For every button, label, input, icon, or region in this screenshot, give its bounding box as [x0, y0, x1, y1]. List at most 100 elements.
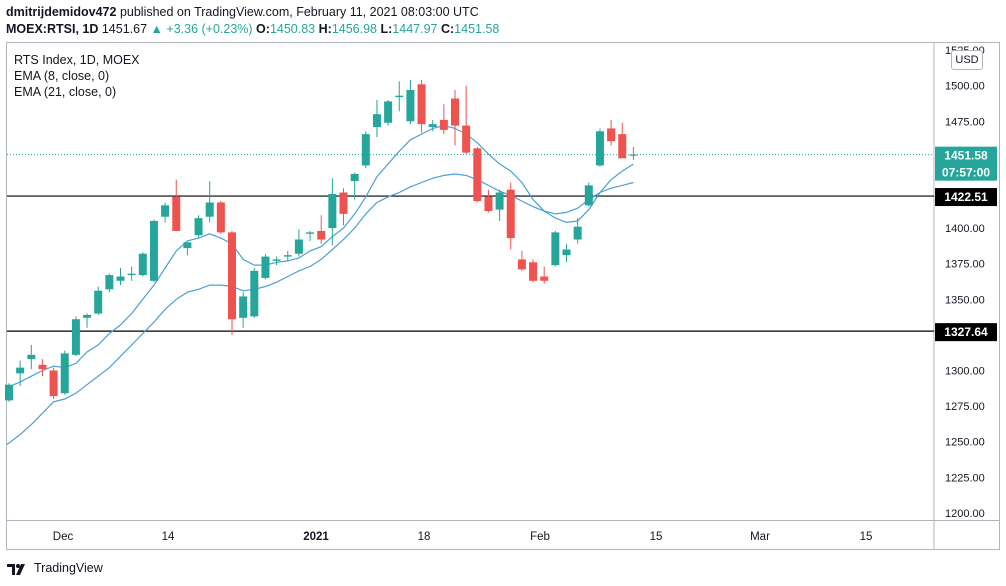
- last-price-value: 1451.67: [101, 22, 148, 36]
- candle-body: [60, 353, 69, 394]
- legend-ema-8[interactable]: EMA (8, close, 0): [14, 69, 110, 83]
- x-tick-label: Dec: [53, 531, 74, 543]
- footer-brand-name[interactable]: TradingView: [34, 561, 103, 575]
- low-value: 1447.97: [392, 22, 438, 36]
- y-tick-label: 1500.00: [945, 81, 985, 93]
- x-tick-label: 14: [162, 531, 175, 543]
- chart-legend: RTS Index, 1D, MOEX EMA (8, close, 0) EM…: [14, 52, 140, 100]
- candle-body: [618, 134, 627, 159]
- candle-body: [272, 259, 281, 261]
- close-value: 1451.58: [454, 22, 500, 36]
- candle-body: [94, 290, 103, 314]
- high-label: H:: [318, 22, 332, 36]
- candle-body: [562, 249, 571, 256]
- y-tick-label: 1350.00: [945, 294, 985, 306]
- publish-header: dmitrijdemidov472 published on TradingVi…: [6, 4, 499, 38]
- candle-body: [540, 276, 549, 281]
- candle-body: [49, 370, 58, 397]
- candle-body: [506, 189, 515, 239]
- candle-body: [5, 384, 13, 401]
- candle-body: [629, 154, 638, 156]
- candle-body: [607, 128, 616, 142]
- y-tick-label: 1400.00: [945, 223, 985, 235]
- x-tick-label: 15: [650, 531, 663, 543]
- chart-frame: [6, 42, 1000, 550]
- candle-body: [573, 226, 582, 240]
- candle-body: [216, 202, 225, 233]
- low-label: L:: [380, 22, 393, 36]
- candle-body: [83, 314, 92, 318]
- last-price-badge: [935, 146, 997, 181]
- level-high-badge-text: 1422.51: [944, 190, 988, 204]
- y-tick-label: 1475.00: [945, 116, 985, 128]
- candle-body: [172, 196, 181, 231]
- candle-body: [105, 275, 114, 290]
- candle-body: [372, 114, 381, 128]
- publish-line: dmitrijdemidov472 published on TradingVi…: [6, 4, 499, 21]
- candle-body: [194, 218, 203, 236]
- candle-body: [283, 255, 292, 257]
- candle-body: [16, 367, 25, 374]
- ema-21-line: [6, 173, 634, 445]
- change-value: +3.36 (+0.23%): [166, 22, 253, 36]
- y-tick-label: 1225.00: [945, 472, 985, 484]
- candle-body: [294, 239, 303, 254]
- last-price-badge-text: 1451.58: [944, 149, 988, 163]
- candle-body: [395, 95, 404, 98]
- candle-body: [250, 270, 259, 317]
- footer-brand: TradingView: [6, 560, 103, 576]
- y-tick-label: 1300.00: [945, 365, 985, 377]
- level-low-badge: [935, 323, 997, 342]
- legend-ema-21[interactable]: EMA (21, close, 0): [14, 85, 117, 99]
- candle-body: [417, 84, 426, 125]
- candle-body: [473, 148, 482, 202]
- candle-body: [317, 230, 326, 240]
- candle-body: [361, 134, 370, 166]
- published-text: published on TradingView.com, February 1…: [119, 5, 479, 19]
- candle-body: [71, 319, 80, 355]
- candle-body: [149, 220, 158, 281]
- ema-8-line: [6, 124, 634, 389]
- candle-body: [350, 173, 359, 182]
- candle-body: [239, 296, 248, 318]
- last-price-badge-text: 07:57:00: [942, 166, 990, 180]
- candle-body: [384, 101, 393, 123]
- candle-body: [161, 205, 170, 217]
- x-tick-label: 2021: [303, 531, 329, 543]
- candle-body: [495, 192, 504, 210]
- candle-body: [183, 242, 192, 249]
- candle-body: [138, 253, 147, 276]
- candle-body: [38, 364, 47, 370]
- level-low-badge-text: 1327.64: [944, 325, 988, 339]
- y-tick-label: 1250.00: [945, 437, 985, 449]
- close-label: C:: [440, 22, 455, 36]
- candle-body: [205, 202, 214, 217]
- candle-body: [451, 98, 459, 126]
- candle-body: [584, 185, 593, 206]
- y-tick-label: 1200.00: [945, 508, 985, 520]
- x-tick-label: Feb: [530, 531, 550, 543]
- candle-body: [261, 256, 270, 278]
- currency-badge[interactable]: USD: [951, 50, 983, 70]
- author-name[interactable]: dmitrijdemidov472: [6, 5, 117, 19]
- open-label: O:: [256, 22, 270, 36]
- candle-body: [306, 232, 315, 234]
- legend-title: RTS Index, 1D, MOEX: [14, 53, 140, 67]
- x-tick-label: 18: [418, 531, 431, 543]
- candle-body: [484, 196, 493, 212]
- candle-body: [127, 273, 136, 276]
- candle-body: [439, 119, 448, 130]
- x-tick-label: Mar: [750, 531, 770, 543]
- y-tick-label: 1275.00: [945, 401, 985, 413]
- y-tick-label: 1375.00: [945, 259, 985, 271]
- candle-body: [228, 232, 236, 320]
- quote-line: MOEX:RTSI, 1D 1451.67 ▲ +3.36 (+0.23%) O…: [6, 21, 499, 38]
- candle-body: [116, 276, 125, 281]
- tradingview-logo-icon: [7, 564, 25, 575]
- candle-body: [551, 232, 560, 266]
- candle-body: [517, 259, 526, 270]
- candle-body: [595, 131, 604, 166]
- symbol-label: MOEX:RTSI, 1D: [6, 22, 99, 36]
- candle-body: [428, 124, 437, 128]
